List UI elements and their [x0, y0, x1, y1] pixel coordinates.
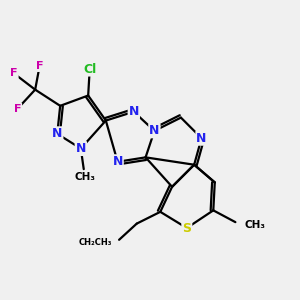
- Text: N: N: [52, 127, 62, 140]
- Text: N: N: [196, 132, 207, 145]
- Text: CH₃: CH₃: [244, 220, 265, 230]
- Text: N: N: [129, 105, 139, 118]
- Text: F: F: [36, 61, 43, 71]
- Text: N: N: [112, 155, 123, 168]
- Text: F: F: [14, 104, 21, 114]
- Text: N: N: [149, 124, 160, 137]
- Text: CH₃: CH₃: [75, 172, 96, 182]
- Text: CH₂CH₃: CH₂CH₃: [78, 238, 112, 247]
- Text: N: N: [76, 142, 86, 155]
- Text: F: F: [10, 68, 18, 78]
- Text: Cl: Cl: [83, 62, 96, 76]
- Text: S: S: [182, 221, 191, 235]
